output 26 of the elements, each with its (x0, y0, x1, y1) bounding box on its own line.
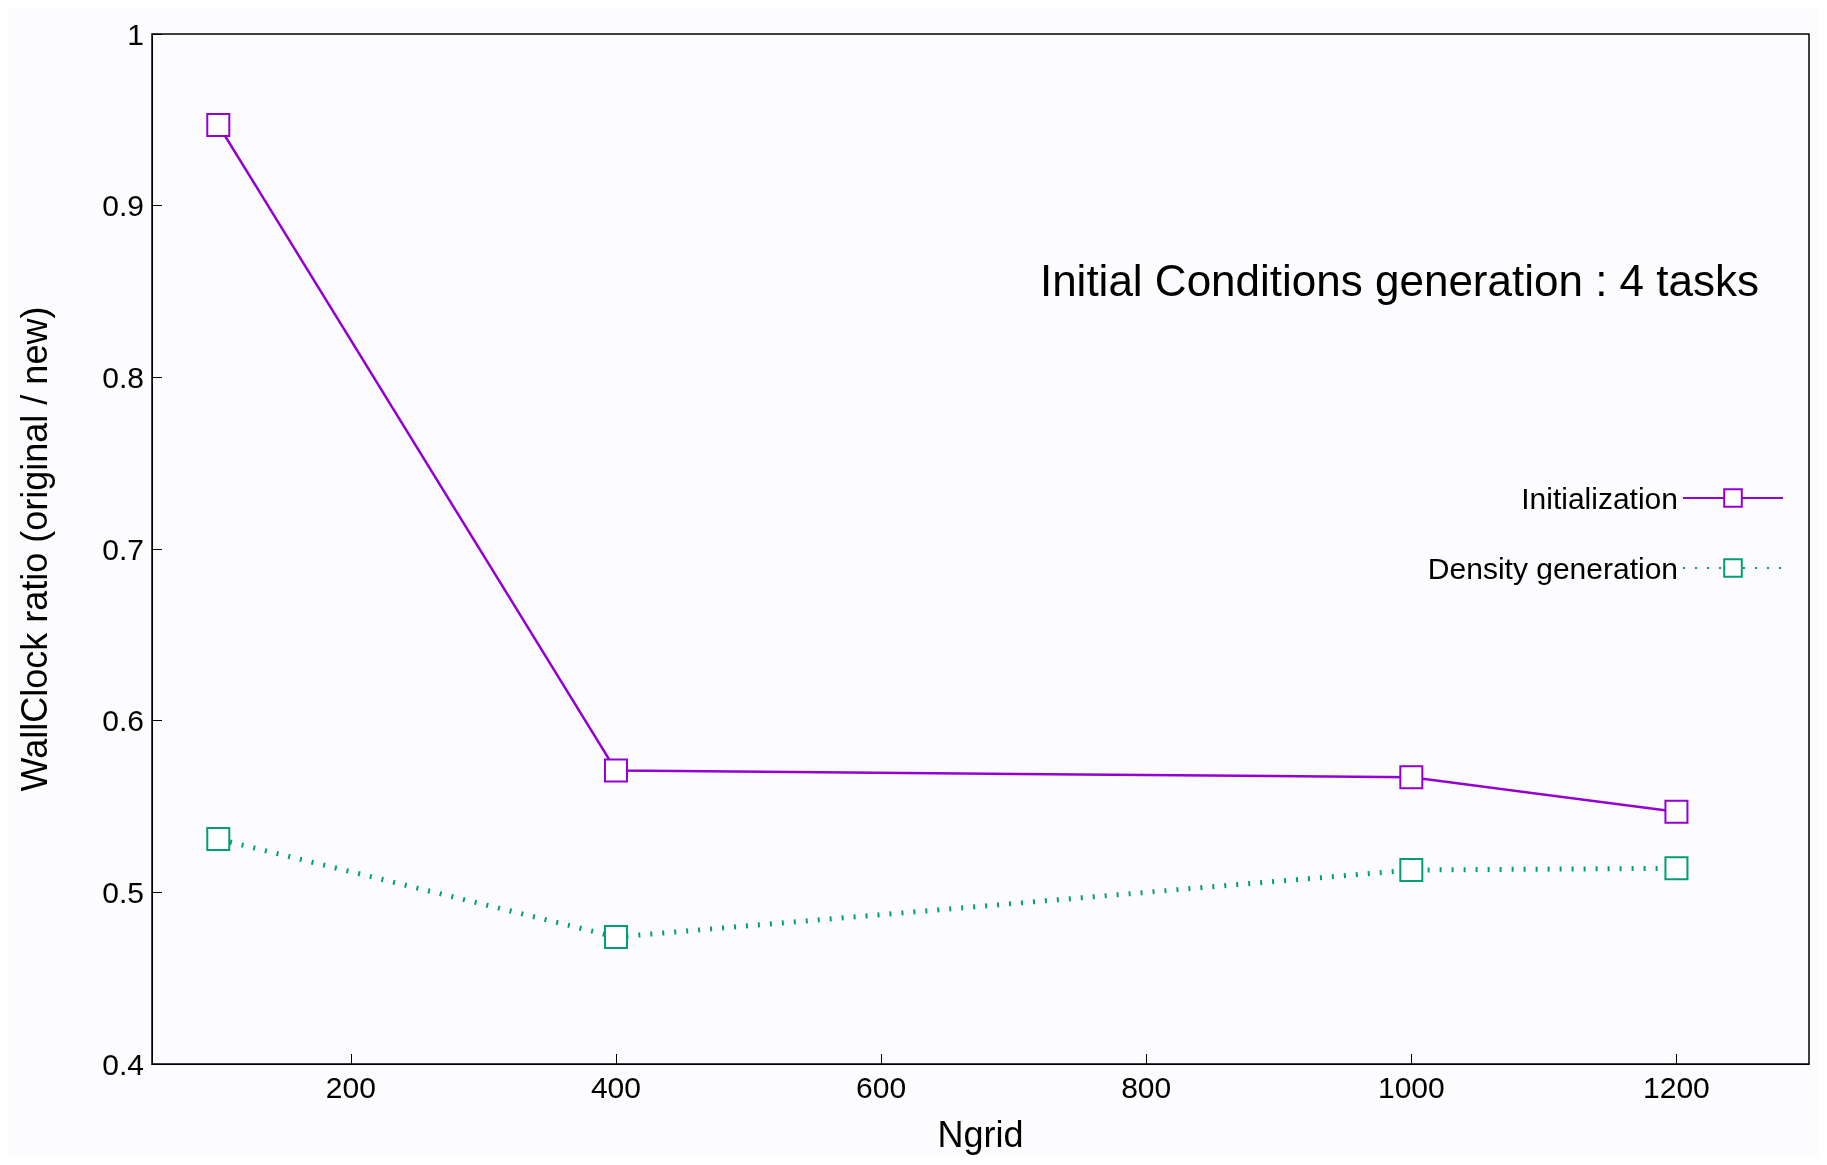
point (206, 112, 231, 137)
point (1399, 765, 1424, 790)
x-tick-label: 600 (856, 1070, 907, 1104)
point (1664, 799, 1689, 824)
point (1399, 858, 1424, 883)
y-tick-label: 0.7 (102, 532, 144, 566)
x-tick-label: 200 (325, 1070, 376, 1104)
y-axis-title: WallClock ratio (original / new) (13, 306, 55, 792)
y-tick-label: 1 (127, 17, 144, 51)
y-tick-label: 0.4 (102, 1047, 144, 1081)
y-tick-label: 0.5 (102, 875, 144, 909)
y-tick-label: 0.8 (102, 360, 144, 394)
x-tick-label: 400 (590, 1070, 641, 1104)
point (206, 827, 231, 852)
y-tick-label: 0.6 (102, 704, 144, 738)
x-tick-label: 1000 (1377, 1070, 1445, 1104)
legend-label: Density generation (1427, 551, 1678, 585)
y-tick-label: 0.9 (102, 189, 144, 223)
legend-label: Initialization (1521, 481, 1678, 515)
point (603, 758, 628, 783)
point (1664, 856, 1689, 881)
point (603, 924, 628, 949)
x-tick-label: 800 (1121, 1070, 1172, 1104)
annotation: Initial Conditions generation : 4 tasks (1039, 255, 1760, 305)
x-axis-title: Ngrid (937, 1113, 1024, 1155)
x-tick-label: 1200 (1643, 1070, 1710, 1104)
